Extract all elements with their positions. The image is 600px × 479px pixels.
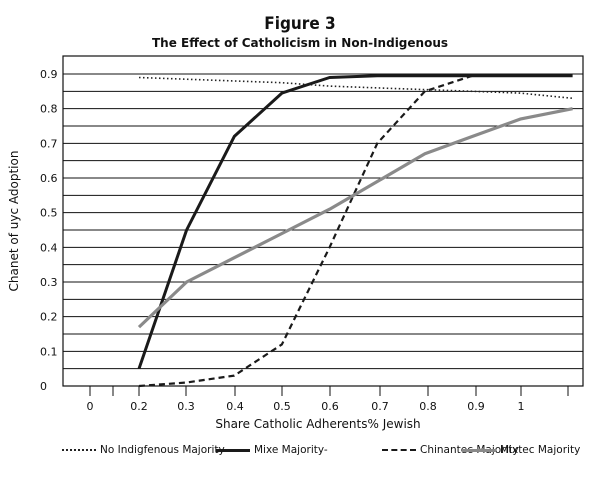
y-tick-label: 0.4 — [40, 241, 58, 254]
series-line-0 — [138, 76, 573, 100]
legend-label: Mixtec Majority — [500, 444, 581, 456]
legend-swatch — [462, 448, 496, 452]
legend-label: Mixe Majority- — [254, 444, 328, 456]
x-tick-label: 0.9 — [467, 400, 485, 413]
x-tick-label: 0.5 — [273, 400, 291, 413]
legend-item: Mixe Majority- — [216, 444, 328, 456]
y-tick-label: 0.2 — [40, 311, 58, 324]
x-tick-label: 0.8 — [419, 400, 437, 413]
y-tick-label: 0.9 — [40, 68, 58, 81]
y-axis-label: Chanet of uyc Adoption — [7, 151, 21, 292]
series-line-3 — [137, 107, 573, 329]
y-tick-label: 0.7 — [40, 137, 58, 150]
plot-frame — [62, 55, 584, 387]
legend-label: No Indigfenous Majority — [100, 444, 225, 456]
series-line-2 — [138, 74, 573, 388]
x-tick-label: 1 — [518, 400, 525, 413]
y-tick-label: 0 — [40, 380, 47, 393]
series-line-1 — [137, 74, 573, 370]
legend-item: Mixtec Majority — [462, 444, 580, 456]
chart-title: Figure 3 — [264, 14, 336, 34]
y-tick-label: 0.6 — [40, 172, 58, 185]
x-tick-label: 0.4 — [226, 400, 244, 413]
legend-swatch — [216, 448, 250, 452]
legend-item: No Indigfenous Majority — [62, 444, 225, 456]
legend-swatch — [382, 449, 416, 451]
x-tick-label: 0.3 — [177, 400, 195, 413]
x-axis-label: Share Catholic Adherents% Jewish — [215, 417, 420, 431]
y-tick-label: 0.1 — [40, 345, 58, 358]
x-tick-label: 0 — [87, 400, 94, 413]
legend-swatch — [62, 449, 96, 451]
x-tick-label: 0.6 — [321, 400, 339, 413]
y-tick-label: 0.8 — [40, 103, 58, 116]
y-tick-label: 0.3 — [40, 276, 58, 289]
x-tick-label: 0.7 — [371, 400, 389, 413]
x-tick-label: 0.2 — [130, 400, 148, 413]
chart-subtitle: The Effect of Catholicism in Non-Indigen… — [151, 36, 449, 50]
y-tick-label: 0.5 — [40, 207, 58, 220]
